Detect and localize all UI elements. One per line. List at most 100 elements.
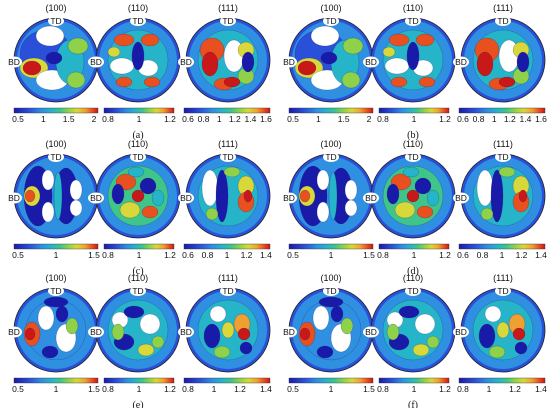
colorbar-tick-label: 1.2 xyxy=(439,114,451,124)
bd-label-bg xyxy=(178,326,194,338)
colorbar-gradient xyxy=(183,243,271,250)
intensity-contour xyxy=(223,166,241,178)
bd-axis-label: BD xyxy=(365,57,377,67)
pole-title: (111) xyxy=(493,139,513,149)
colorbar-tick-label: 0.8 xyxy=(198,114,210,124)
colorbar-gradient xyxy=(13,377,99,384)
colorbar: 0.5 1 1.5 xyxy=(12,377,100,394)
intensity-contour xyxy=(416,205,434,219)
colorbar-tick-label: 1 xyxy=(137,250,142,260)
bd-label-bg xyxy=(88,192,104,204)
intensity-contour xyxy=(328,171,338,221)
intensity-contour xyxy=(490,169,504,223)
bd-label-bg xyxy=(453,56,469,68)
colorbar-tick-label: 1.2 xyxy=(164,384,176,394)
intensity-contour xyxy=(143,76,161,88)
bd-label-bg xyxy=(453,192,469,204)
pole-figure-p0: (100) TD xyxy=(288,139,374,239)
intensity-contour xyxy=(201,51,219,77)
intensity-contour xyxy=(476,169,494,207)
intensity-contour xyxy=(139,313,161,335)
colorbar-tick-label: 0.8 xyxy=(102,384,114,394)
colorbar-tick-label: 1.2 xyxy=(509,384,521,394)
colorbar: 0.5 1 1.5 xyxy=(12,243,100,260)
colorbar-tick-label: 1.2 xyxy=(164,250,176,260)
td-label-bg xyxy=(495,286,511,296)
intensity-contour xyxy=(37,305,55,331)
intensity-contour xyxy=(239,341,253,355)
intensity-contour xyxy=(386,183,400,205)
intensity-contour xyxy=(406,189,420,203)
intensity-contour xyxy=(426,335,440,349)
pole-figure-p1: (110) TD xyxy=(95,3,181,103)
colorbar-tick-label: 1 xyxy=(487,384,492,394)
panel-caption: (a) xyxy=(132,130,143,141)
colorbar-tick-label: 2 xyxy=(367,114,372,124)
colorbar-gradient xyxy=(458,377,546,384)
pole-title: (100) xyxy=(320,139,341,149)
pole-figure-p2: (111) TD xyxy=(185,273,271,373)
td-axis-label: TD xyxy=(497,16,508,26)
colorbar-tick-label: 0.5 xyxy=(287,250,299,260)
intensity-contour xyxy=(69,199,83,217)
colorbar: 0.8 1 1.2 xyxy=(377,107,451,124)
intensity-contour xyxy=(137,343,155,357)
bd-label-bg xyxy=(453,326,469,338)
colorbar-tick-label: 1 xyxy=(217,114,222,124)
colorbar: 0.8 1 1.2 xyxy=(377,243,451,260)
intensity-contour xyxy=(119,201,141,219)
colorbar: 0.6 0.8 1 1.2 1.4 xyxy=(457,243,547,260)
td-label-bg xyxy=(220,286,236,296)
intensity-contour xyxy=(412,343,430,357)
intensity-contour xyxy=(41,169,55,191)
intensity-contour xyxy=(516,51,530,73)
bd-label-bg xyxy=(6,192,22,204)
colorbar-tick-label: 0.5 xyxy=(12,384,24,394)
pole-figure-p0: (100) TD xyxy=(13,3,99,103)
td-label-bg xyxy=(405,286,421,296)
colorbar: 0.5 1 1.5 2 xyxy=(12,107,99,124)
colorbar-tick-label: 1 xyxy=(500,250,505,260)
intensity-contour xyxy=(414,177,432,195)
intensity-contour xyxy=(113,33,135,47)
colorbar-tick-label: 1 xyxy=(316,114,321,124)
intensity-contour xyxy=(426,189,440,207)
intensity-contour xyxy=(22,60,42,76)
td-axis-label: TD xyxy=(50,152,61,162)
td-label-bg xyxy=(48,16,64,26)
intensity-contour xyxy=(418,76,436,88)
bd-axis-label: BD xyxy=(8,57,20,67)
intensity-contour xyxy=(330,305,344,323)
intensity-contour xyxy=(484,305,502,323)
pole-figure-p0: (100) TD xyxy=(288,273,374,373)
colorbar-tick-label: 1.5 xyxy=(363,250,375,260)
intensity-contour xyxy=(340,317,354,335)
pole-figure-p2: (111) TD xyxy=(460,139,546,239)
td-axis-label: TD xyxy=(222,16,233,26)
pole-title: (110) xyxy=(403,273,423,283)
panel-caption: (c) xyxy=(132,266,143,277)
colorbar-gradient xyxy=(103,107,175,114)
td-label-bg xyxy=(495,16,511,26)
pole-title: (111) xyxy=(218,139,238,149)
colorbar-gradient xyxy=(13,107,99,114)
colorbar-tick-label: 1.4 xyxy=(244,114,256,124)
pole-figure-p0: (100) TD xyxy=(288,3,374,103)
colorbar-gradient xyxy=(288,243,374,250)
pole-title: (110) xyxy=(128,3,148,13)
td-label-bg xyxy=(323,286,339,296)
colorbar-tick-label: 0.5 xyxy=(287,114,299,124)
td-label-bg xyxy=(130,16,146,26)
td-label-bg xyxy=(495,152,511,162)
td-label-bg xyxy=(323,152,339,162)
intensity-contour xyxy=(237,327,251,341)
intensity-contour xyxy=(498,166,516,178)
intensity-contour xyxy=(66,71,86,89)
pole-title: (110) xyxy=(128,273,148,283)
intensity-contour xyxy=(151,335,165,349)
colorbar: 0.8 1 1.2 xyxy=(102,243,176,260)
colorbar: 0.5 1 1.5 xyxy=(287,243,375,260)
intensity-contour xyxy=(498,76,516,88)
